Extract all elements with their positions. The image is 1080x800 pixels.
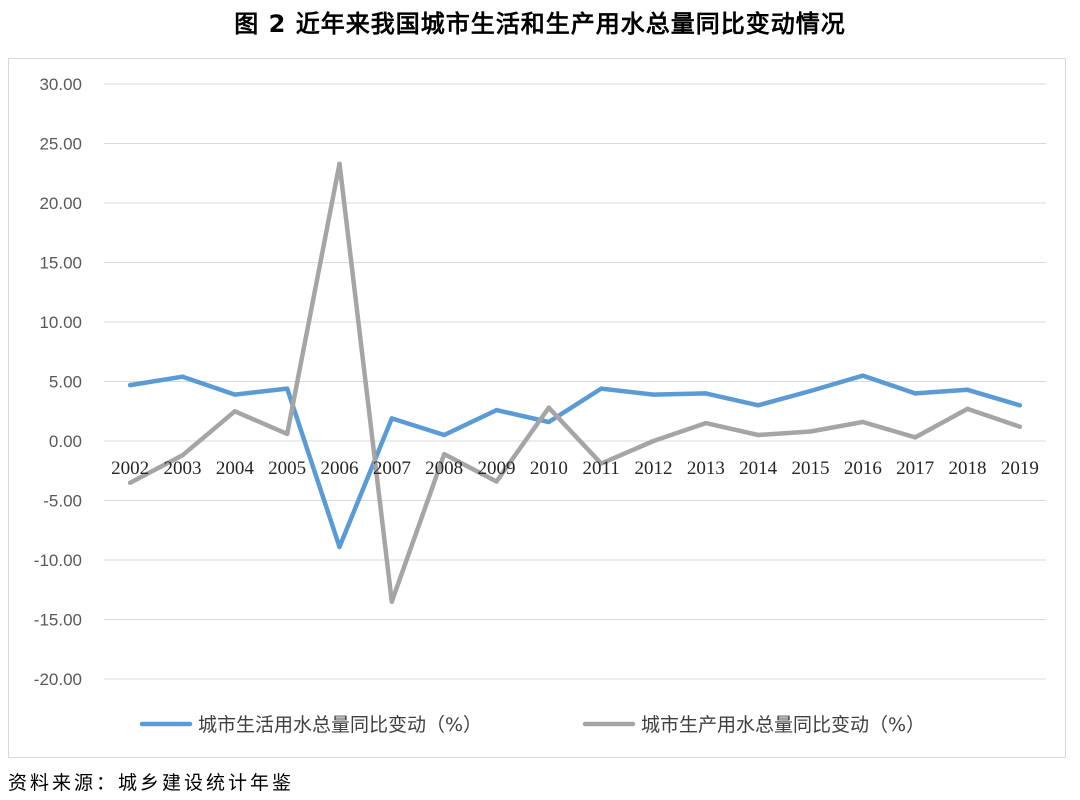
x-tick-label: 2019 <box>1001 458 1039 479</box>
x-tick-label: 2008 <box>425 458 463 479</box>
y-tick-label: 25.00 <box>39 135 82 154</box>
data-point <box>389 599 395 604</box>
data-point <box>441 451 447 457</box>
x-tick-label: 2006 <box>321 458 359 479</box>
legend-label: 城市生产用水总量同比变动（%） <box>641 714 925 736</box>
data-point <box>284 386 290 391</box>
x-tick-label: 2003 <box>164 458 202 479</box>
y-tick-label: 15.00 <box>39 254 82 273</box>
data-point <box>808 388 813 394</box>
data-point <box>651 438 656 444</box>
data-point <box>494 407 499 413</box>
x-tick-label: 2018 <box>949 458 987 479</box>
chart-title: 图 2 近年来我国城市生活和生产用水总量同比变动情况 <box>234 10 846 38</box>
data-point <box>389 416 395 421</box>
data-point <box>127 480 133 485</box>
x-tick-label: 2002 <box>111 458 149 479</box>
chart-frame <box>8 58 1066 758</box>
x-tick-label: 2014 <box>739 458 778 479</box>
x-tick-label: 2011 <box>583 458 620 479</box>
x-tick-label: 2010 <box>530 458 568 479</box>
data-point <box>703 420 709 426</box>
x-tick-label: 2004 <box>216 458 255 479</box>
data-point <box>232 392 238 397</box>
data-point <box>546 419 552 425</box>
series-line-1 <box>127 161 1023 604</box>
data-point <box>651 392 656 397</box>
data-point <box>860 419 866 425</box>
y-tick-label: -5.00 <box>43 492 82 511</box>
x-tick-label: 2016 <box>844 458 882 479</box>
data-point <box>546 405 552 410</box>
data-point <box>598 386 604 391</box>
x-tick-label: 2017 <box>896 458 934 479</box>
line-chart: 30.00 25.00 20.00 15.00 10.00 5.00 0.00 -5.00 -1… <box>34 75 1046 736</box>
data-point <box>598 461 604 466</box>
data-point <box>965 406 970 412</box>
y-tick-label: 0.00 <box>49 432 82 451</box>
data-point <box>337 161 342 166</box>
y-tick-label: -20.00 <box>34 670 82 689</box>
data-point <box>808 429 813 434</box>
data-point <box>965 387 970 393</box>
x-tick-label: 2015 <box>792 458 830 479</box>
data-point <box>755 432 761 438</box>
series-line-0 <box>127 373 1023 550</box>
data-point <box>441 432 447 438</box>
legend-label: 城市生活用水总量同比变动（%） <box>198 714 482 736</box>
y-tick-label: 20.00 <box>39 194 82 213</box>
x-tick-label: 2013 <box>687 458 725 479</box>
data-point <box>912 435 918 440</box>
data-point <box>494 479 499 484</box>
data-point <box>912 391 918 396</box>
y-tick-label: 10.00 <box>39 313 82 332</box>
data-point <box>1017 403 1023 408</box>
data-point <box>180 374 185 379</box>
y-tick-label: -10.00 <box>34 551 82 570</box>
x-tick-label: 2012 <box>635 458 673 479</box>
data-point <box>860 373 866 378</box>
data-point <box>284 431 290 437</box>
y-tick-label: -15.00 <box>34 611 82 630</box>
x-tick-label: 2007 <box>373 458 411 479</box>
data-point <box>1017 424 1023 429</box>
data-point <box>180 453 185 458</box>
data-point <box>755 403 761 408</box>
y-tick-label: 30.00 <box>39 75 82 94</box>
y-tick-label: 5.00 <box>49 373 82 392</box>
source-note: 资料来源：城乡建设统计年鉴 <box>8 772 295 794</box>
x-tick-label: 2009 <box>478 458 516 479</box>
x-tick-label: 2005 <box>268 458 306 479</box>
data-point <box>337 544 342 550</box>
data-point <box>127 382 133 388</box>
data-point <box>703 391 709 396</box>
data-point <box>232 409 238 414</box>
